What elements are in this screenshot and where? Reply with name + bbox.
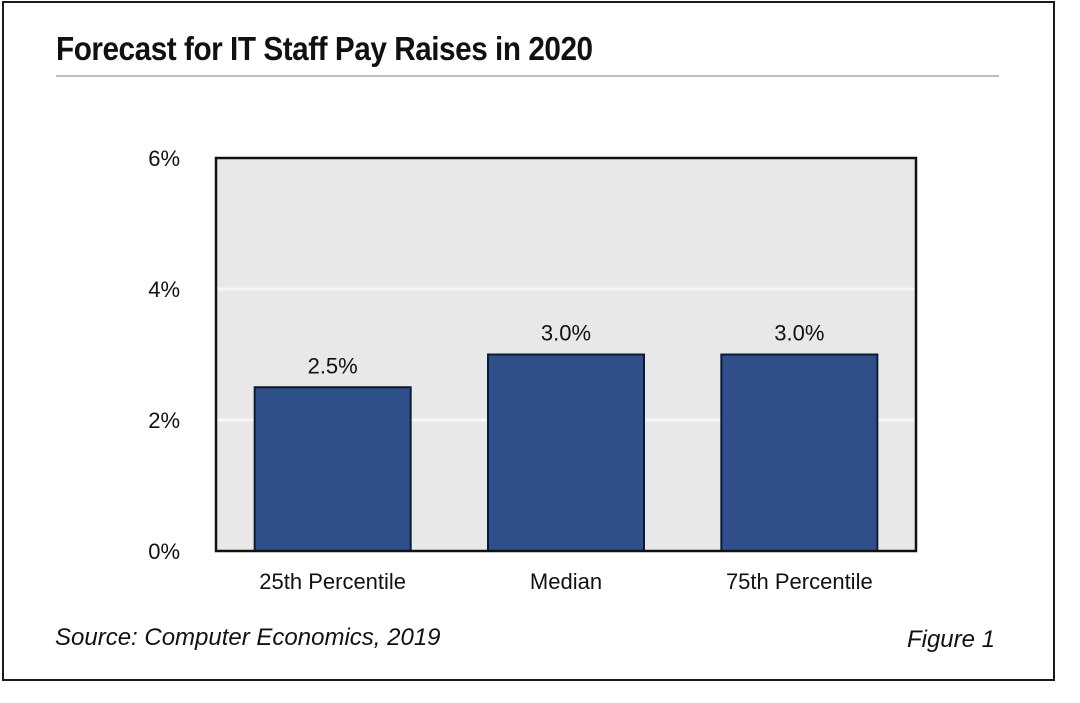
x-axis-tick-labels: 25th Percentile Median 75th Percentile <box>259 569 872 594</box>
bar <box>253 386 412 552</box>
y-tick-label: 2% <box>148 408 180 433</box>
title-divider <box>56 75 999 77</box>
data-label: 3.0% <box>774 321 824 346</box>
bar <box>720 353 879 552</box>
data-label: 2.5% <box>308 353 358 378</box>
chart-title: Forecast for IT Staff Pay Raises in 2020 <box>56 30 593 67</box>
y-axis-tick-labels: 0% 2% 4% 6% <box>148 146 180 564</box>
y-tick-label: 6% <box>148 146 180 171</box>
x-tick-label: 75th Percentile <box>726 569 873 594</box>
x-tick-label: Median <box>530 569 602 594</box>
data-labels: 2.5% 3.0% 3.0% <box>308 321 825 379</box>
source-note: Source: Computer Economics, 2019 <box>55 624 441 651</box>
x-tick-label: 25th Percentile <box>259 569 406 594</box>
bars <box>253 353 879 552</box>
plot-border <box>214 156 918 553</box>
figure-label: Figure 1 <box>906 626 995 653</box>
y-tick-label: 0% <box>148 539 180 564</box>
bar <box>487 353 645 552</box>
y-tick-label: 4% <box>148 277 180 302</box>
data-label: 3.0% <box>541 321 591 346</box>
